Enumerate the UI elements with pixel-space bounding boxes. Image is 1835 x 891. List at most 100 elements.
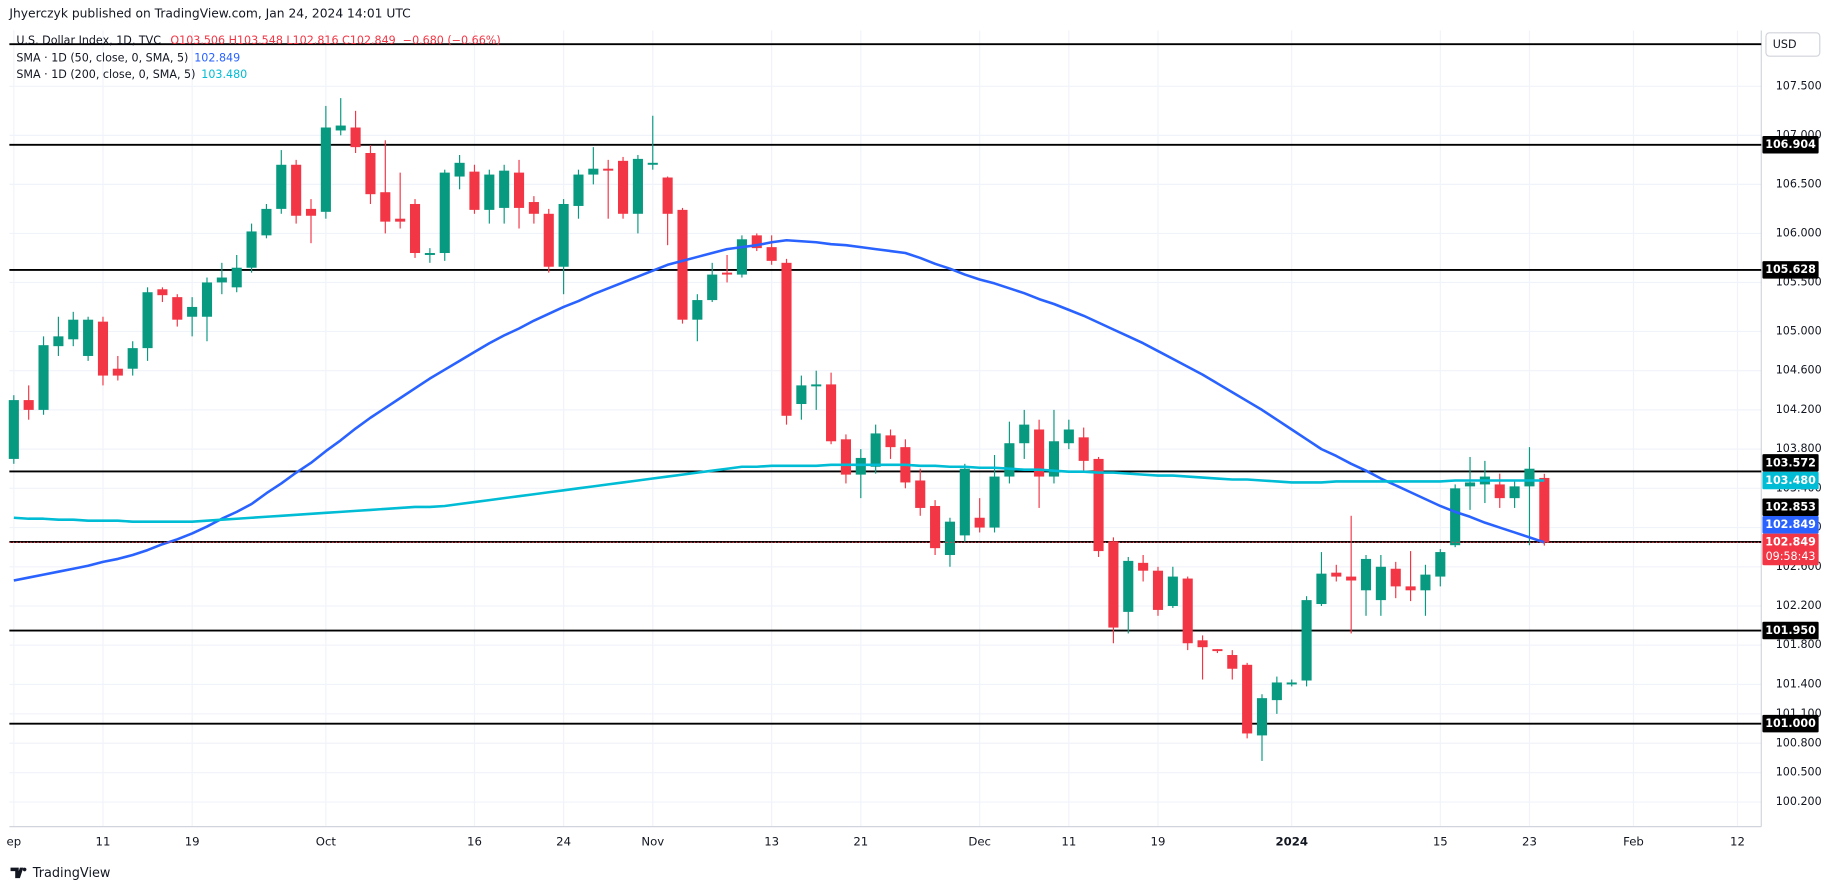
candle-body	[305, 208, 317, 216]
candle-body	[1123, 560, 1134, 612]
candle-body	[276, 164, 287, 209]
x-tick-label: ep	[7, 834, 22, 848]
candle-body	[1390, 568, 1401, 587]
candle-body	[246, 231, 257, 268]
candle-body	[1256, 698, 1268, 736]
x-tick-label: 19	[1151, 834, 1166, 848]
x-tick-label: 24	[556, 834, 571, 848]
price-label-box	[1762, 135, 1819, 154]
brand: TradingView	[32, 866, 111, 881]
candle-body	[1524, 468, 1535, 487]
candle-body	[1405, 586, 1416, 591]
candle-body	[1494, 484, 1505, 499]
price-label-box	[1762, 714, 1819, 733]
candle-body	[350, 127, 361, 148]
candle-body	[766, 247, 777, 261]
price-label: 103.572	[1765, 456, 1816, 469]
candle-body	[187, 306, 198, 317]
candle-body	[1108, 541, 1119, 628]
candle-body	[543, 213, 554, 267]
y-tick-label: 100.200	[1776, 795, 1822, 808]
candle-body	[216, 277, 227, 283]
currency-box[interactable]	[1765, 32, 1821, 57]
candle-body	[1346, 576, 1357, 581]
price-label-box	[1762, 621, 1819, 640]
candle-body	[573, 174, 584, 206]
candle-body	[870, 433, 881, 467]
candle-body	[157, 289, 168, 296]
x-tick-label: 2024	[1275, 834, 1308, 848]
candle-body	[53, 336, 64, 347]
candle-body	[409, 203, 421, 254]
y-tick-label: 105.500	[1776, 275, 1822, 288]
x-tick-label: 23	[1522, 834, 1537, 848]
candle-body	[320, 127, 331, 212]
candle-body	[454, 162, 465, 177]
candle-body	[1539, 477, 1550, 543]
candle-body	[1063, 429, 1074, 444]
candle-body	[677, 209, 688, 320]
candle-body	[959, 468, 970, 536]
price-label-box	[1762, 261, 1819, 279]
candle-body	[751, 235, 762, 249]
candle-body	[1182, 578, 1193, 644]
candle-body	[23, 400, 34, 410]
candle-body	[722, 272, 733, 275]
y-tick-label: 100.500	[1776, 766, 1822, 779]
currency[interactable]: USD	[1773, 38, 1797, 51]
candle-body	[424, 253, 435, 255]
price-label-box	[1762, 516, 1819, 534]
legend-change: −0.680 (−0.66%)	[403, 34, 501, 47]
y-tick-label: 104.200	[1776, 403, 1822, 416]
candle-body	[1152, 570, 1164, 610]
candle-body	[736, 239, 747, 275]
grid	[9, 30, 1762, 827]
x-tick-label: 11	[1061, 834, 1076, 848]
x-tick-label: Feb	[1623, 834, 1644, 848]
plot-area	[8, 43, 1762, 761]
price-label: 102.853	[1765, 501, 1816, 514]
candle-body	[127, 348, 138, 369]
price-label: 102.849	[1765, 518, 1816, 531]
candle-body	[68, 319, 79, 340]
candle-body	[1197, 640, 1208, 648]
price-label: 102.849	[1765, 536, 1816, 549]
candle-body	[439, 172, 450, 254]
candle-body	[365, 153, 376, 195]
candle-body	[974, 517, 985, 528]
candle-body	[38, 345, 49, 410]
candle-body	[112, 368, 123, 376]
candle-body	[1271, 682, 1282, 701]
candle-body	[335, 125, 346, 131]
y-tick-label: 101.400	[1776, 677, 1822, 690]
candle-body	[632, 158, 643, 214]
sma-line	[13, 463, 1545, 523]
y-tick-label: 104.600	[1776, 364, 1822, 377]
candle-body	[588, 168, 599, 175]
candle-body	[1034, 429, 1045, 477]
candle-body	[469, 171, 480, 210]
candle-body	[811, 384, 822, 387]
candle-body	[662, 177, 673, 214]
axes: 100.200100.500100.800101.100101.400101.8…	[7, 79, 1822, 848]
candle-body	[1301, 600, 1312, 681]
candle-body	[1093, 458, 1104, 552]
legend: U.S. Dollar Index, 1D, TVC O103.506 H103.…	[16, 34, 500, 81]
candle-body	[201, 282, 213, 317]
candle-body	[8, 400, 19, 459]
legend-series-value: 103.480	[201, 68, 247, 81]
y-tick-label: 106.000	[1776, 226, 1822, 239]
candle-body	[1375, 566, 1386, 601]
candle-body	[1138, 562, 1149, 571]
brand-logo	[10, 867, 27, 879]
candle-body	[231, 267, 242, 288]
publish-note: Jhyerczyk published on TradingView.com, …	[8, 7, 410, 21]
y-tick-label: 106.500	[1776, 177, 1822, 190]
candle-body	[840, 439, 851, 475]
candle-body	[499, 170, 510, 208]
candle-body	[796, 385, 807, 405]
candle-body	[558, 203, 569, 267]
candle-body	[915, 480, 926, 508]
candle-body	[1420, 574, 1431, 591]
